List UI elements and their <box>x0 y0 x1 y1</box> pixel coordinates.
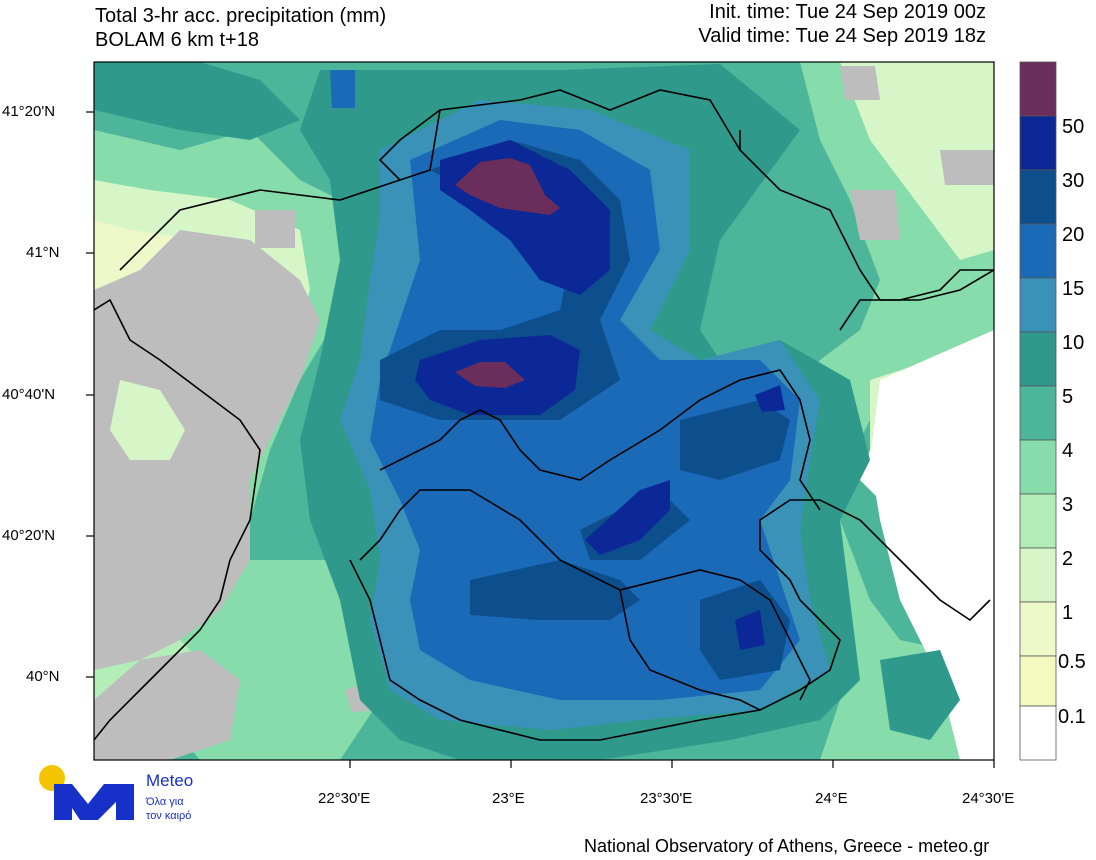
legend-label: 0.1 <box>1058 706 1086 728</box>
model-subtitle: BOLAM 6 km t+18 <box>95 29 259 51</box>
meteo-logo-name: Meteo <box>146 771 194 790</box>
legend-label: 0.5 <box>1058 651 1086 673</box>
lat-label: 40°40'N <box>2 386 56 403</box>
chart-title: Total 3-hr acc. precipitation (mm) <box>95 5 387 27</box>
meteo-logo-icon <box>39 765 134 820</box>
legend-colorbar <box>1019 61 1057 761</box>
lon-label: 24°30'E <box>962 790 1015 807</box>
footer-credit: National Observatory of Athens, Greece -… <box>584 836 990 856</box>
legend-label: 50 <box>1062 116 1085 138</box>
legend-label: 4 <box>1062 440 1074 462</box>
legend-label: 10 <box>1062 332 1085 354</box>
meteo-logo-tagline: Όλα για <box>146 796 184 808</box>
legend-label: 3 <box>1062 494 1074 516</box>
lon-ticks <box>349 760 995 768</box>
legend-label: 30 <box>1062 170 1085 192</box>
lat-label: 41°20'N <box>2 103 56 120</box>
lat-label: 40°20'N <box>2 527 56 544</box>
lon-label: 22°30'E <box>318 790 371 807</box>
lat-label: 41°N <box>26 244 60 261</box>
lat-label: 40°N <box>26 668 60 685</box>
legend-label: 15 <box>1062 278 1085 300</box>
lon-label: 23°30'E <box>640 790 693 807</box>
legend-label: 1 <box>1062 602 1074 624</box>
init-time: Init. time: Tue 24 Sep 2019 00z <box>709 1 986 23</box>
legend-label: 20 <box>1062 224 1085 246</box>
meteo-logo-tagline: τον καιρό <box>146 810 192 822</box>
legend-label: 5 <box>1062 386 1074 408</box>
legend-label: 2 <box>1062 548 1074 570</box>
lon-label: 24°E <box>815 790 848 807</box>
valid-time: Valid time: Tue 24 Sep 2019 18z <box>698 25 986 47</box>
borders <box>94 89 994 741</box>
lon-label: 23°E <box>492 790 525 807</box>
lat-ticks <box>86 111 94 678</box>
precipitation-field <box>94 62 994 760</box>
meteo-logo <box>38 764 138 824</box>
map-frame <box>93 61 995 761</box>
